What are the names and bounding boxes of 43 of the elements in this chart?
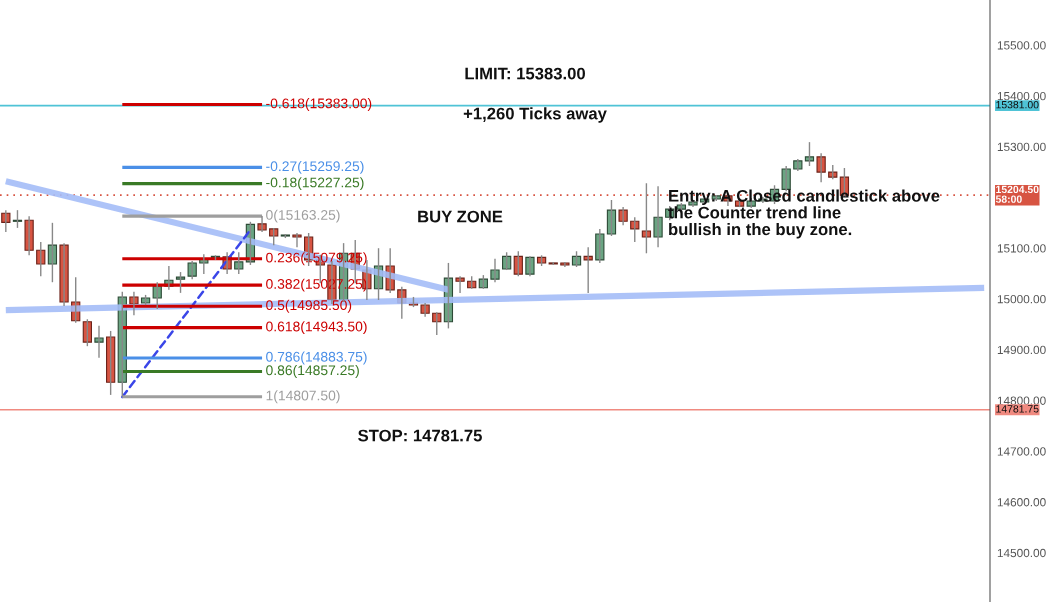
candlestick xyxy=(187,260,197,280)
candlestick xyxy=(583,246,593,294)
series-label: 0.86(14857.25) xyxy=(266,364,359,378)
candlestick xyxy=(234,251,244,275)
candlestick xyxy=(606,199,617,237)
candlestick xyxy=(793,158,803,172)
series-label: 0.786(14883.75) xyxy=(266,351,367,365)
ref-line-label: 15381.00 xyxy=(996,101,1039,109)
candlestick xyxy=(257,215,267,233)
ref-line-label: 15204.50 58:00 xyxy=(995,185,1039,203)
series-label: 0(15163.25) xyxy=(266,209,340,223)
annotation: STOP: 14781.75 xyxy=(358,429,482,442)
candlestick xyxy=(804,141,815,167)
y-tick-label: 15300.00 xyxy=(997,142,1046,152)
candlestick xyxy=(292,232,302,248)
candlestick xyxy=(490,258,500,283)
y-tick-label: 15100.00 xyxy=(997,244,1046,253)
candlestick xyxy=(94,325,104,359)
y-tick-label: 14900.00 xyxy=(997,345,1046,355)
candlestick xyxy=(420,302,430,318)
y-tick-label: 15400.00 xyxy=(997,91,1046,101)
annotation: BUY ZONE xyxy=(418,210,503,223)
y-tick-label: 15500.00 xyxy=(997,41,1046,50)
series-label: 0.618(14943.50) xyxy=(266,321,367,335)
candlestick xyxy=(595,228,605,264)
candlestick xyxy=(688,200,698,208)
candlestick xyxy=(816,152,826,183)
series-label: 0.5(14985.50) xyxy=(266,299,352,313)
annotation: +1,260 Ticks away xyxy=(463,107,607,123)
y-tick-label: 14500.00 xyxy=(997,548,1046,558)
candlestick xyxy=(630,216,640,243)
y-tick-label: 14800.00 xyxy=(997,396,1046,405)
candlestick xyxy=(560,261,570,268)
ref-line-label: 14781.75 xyxy=(996,405,1039,413)
candlestick xyxy=(618,206,628,227)
annotation: LIMIT: 15383.00 xyxy=(465,67,585,80)
series-label: -0.18(15227.25) xyxy=(266,177,364,191)
y-tick-label: 14700.00 xyxy=(997,447,1046,456)
series-label: -0.27(15259.25) xyxy=(266,160,364,174)
series-label: 1(14807.50) xyxy=(266,390,340,404)
candlestick xyxy=(175,271,186,294)
y-tick-label: 14600.00 xyxy=(997,498,1046,507)
y-tick-label: 15000.00 xyxy=(997,295,1046,304)
